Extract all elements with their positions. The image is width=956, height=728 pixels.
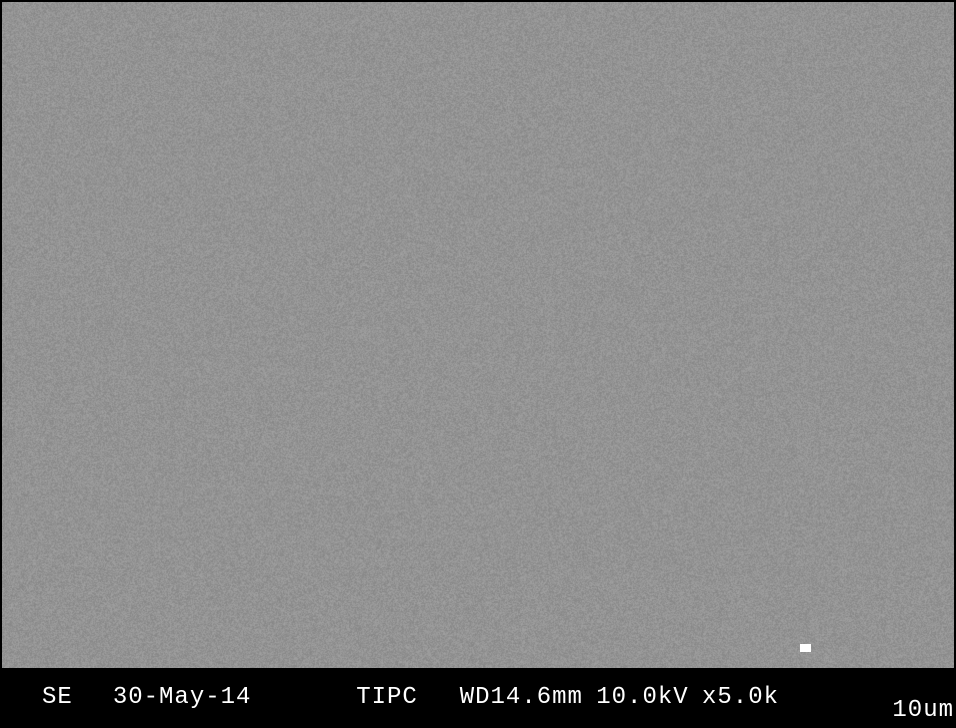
capture-date: 30-May-14 xyxy=(113,684,252,711)
sem-noise-surface xyxy=(2,2,954,668)
detector-mode: SE xyxy=(42,684,73,711)
accelerating-voltage: 10.0kV xyxy=(596,684,688,711)
magnification: x5.0k xyxy=(702,684,779,711)
scale-bar-ticks xyxy=(800,633,954,641)
sem-micrograph-window: SE 30-May-14 TIPC WD14.6mm 10.0kV x5.0k … xyxy=(0,0,956,728)
sem-image-area xyxy=(2,2,954,668)
institution-label: TIPC xyxy=(356,684,418,711)
scale-tick xyxy=(810,644,811,652)
scale-bar: 10um xyxy=(800,643,954,728)
sem-info-bar: SE 30-May-14 TIPC WD14.6mm 10.0kV x5.0k … xyxy=(2,668,954,726)
scale-bar-label: 10um xyxy=(892,697,954,724)
working-distance: WD14.6mm xyxy=(460,684,583,711)
